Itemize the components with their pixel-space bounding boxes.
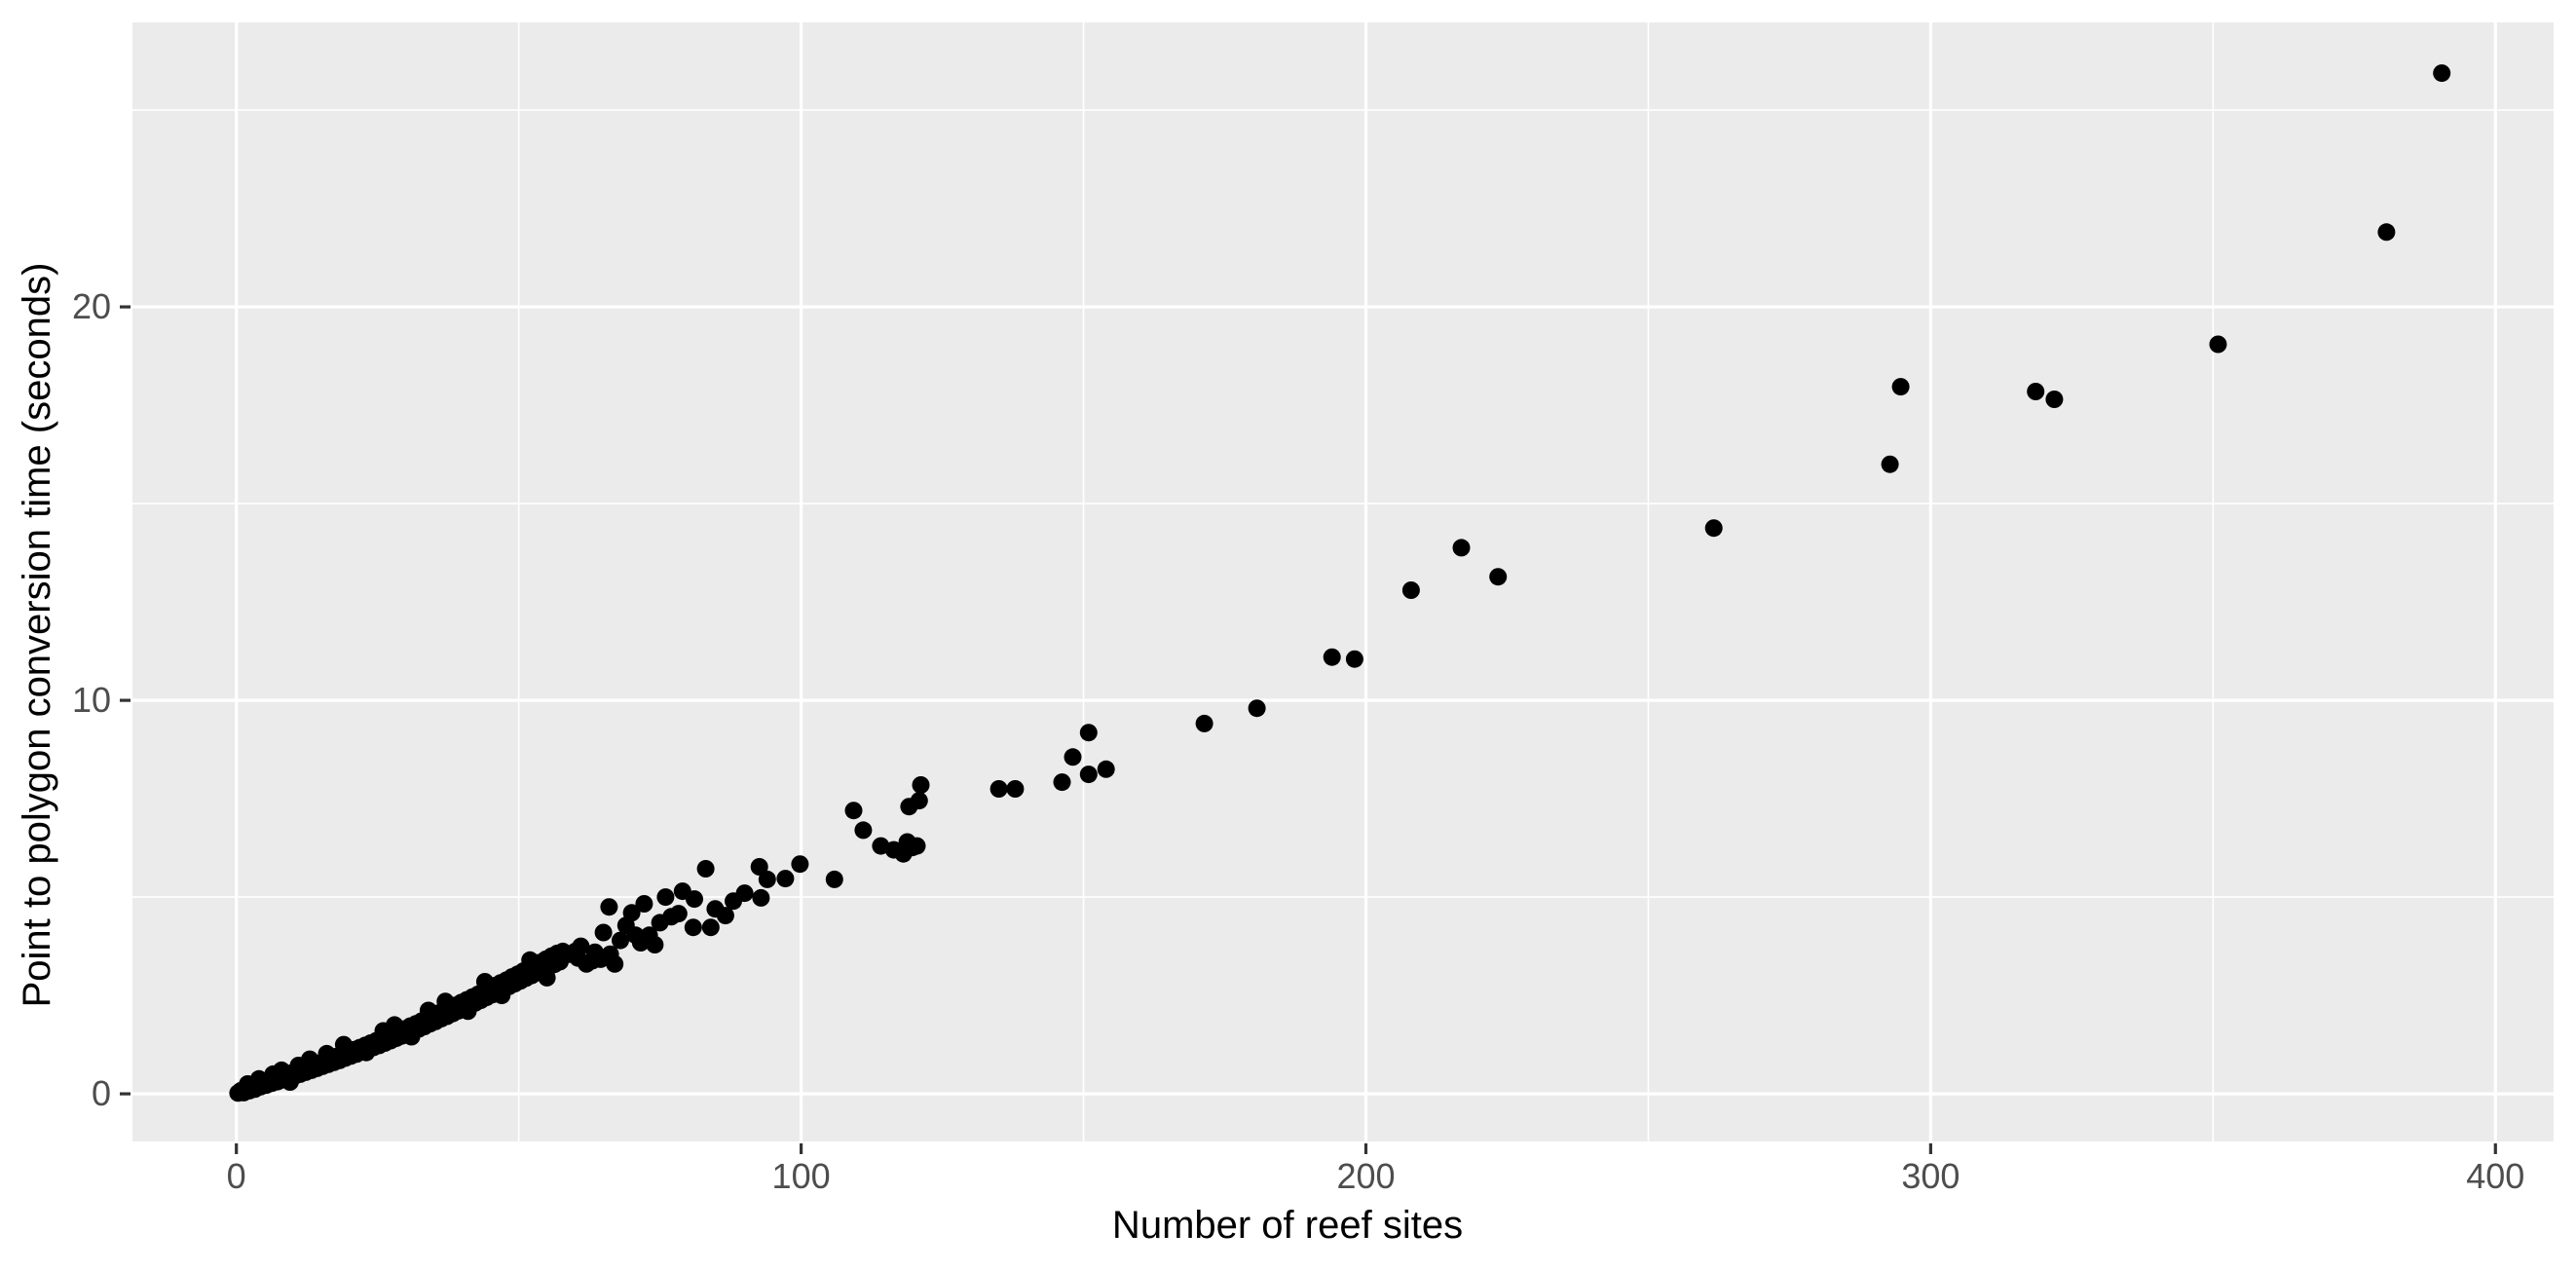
data-point [854, 821, 873, 840]
data-point [684, 918, 702, 937]
data-point [752, 888, 770, 907]
data-point [1053, 773, 1071, 792]
x-tick-label: 100 [772, 1156, 831, 1196]
x-tick-label: 200 [1336, 1156, 1395, 1196]
data-point [791, 855, 809, 874]
data-point [989, 780, 1008, 798]
data-point [1881, 455, 1899, 473]
data-point [844, 802, 863, 820]
y-tick-label: 0 [92, 1073, 111, 1113]
data-point [696, 860, 715, 878]
data-point [594, 923, 613, 942]
data-point [1323, 648, 1341, 666]
data-point [1006, 780, 1025, 798]
data-point [606, 954, 624, 973]
x-tick-label: 400 [2466, 1156, 2524, 1196]
data-point [2433, 64, 2451, 83]
data-point [1248, 699, 1266, 718]
y-tick-label: 10 [72, 680, 111, 720]
data-point [735, 884, 754, 903]
data-point [1195, 714, 1213, 732]
data-point [669, 905, 688, 923]
data-point [1452, 539, 1471, 557]
data-point [656, 888, 675, 907]
data-point [612, 931, 629, 950]
x-tick-label: 0 [227, 1156, 246, 1196]
data-point [2045, 391, 2064, 408]
data-point [1097, 760, 1115, 778]
data-point [646, 936, 664, 953]
data-point [701, 918, 720, 937]
data-point [1489, 568, 1508, 586]
data-point [622, 904, 641, 922]
data-point [1079, 724, 1098, 742]
data-point [2377, 223, 2396, 242]
data-point [1079, 766, 1098, 784]
data-point [776, 870, 795, 888]
data-point [635, 895, 653, 913]
data-point [1704, 519, 1723, 538]
plot-panel [132, 22, 2554, 1141]
data-point [758, 870, 776, 888]
data-point [1401, 581, 1420, 599]
data-point [572, 937, 590, 955]
y-tick-label: 20 [72, 286, 111, 326]
data-point [1345, 650, 1363, 668]
data-point [1064, 748, 1082, 766]
data-point [2209, 335, 2227, 354]
data-point [908, 837, 926, 855]
data-point [686, 890, 703, 909]
data-point [910, 792, 928, 810]
x-axis-title: Number of reef sites [1111, 1204, 1464, 1247]
data-point [1891, 378, 1910, 396]
data-point [825, 870, 843, 888]
data-point [716, 907, 734, 925]
y-axis-title: Point to polygon conversion time (second… [16, 262, 58, 1008]
data-point [750, 858, 768, 876]
data-point [600, 898, 618, 916]
x-tick-label: 300 [1901, 1156, 1960, 1196]
data-point [2027, 383, 2045, 400]
data-point [912, 776, 930, 794]
